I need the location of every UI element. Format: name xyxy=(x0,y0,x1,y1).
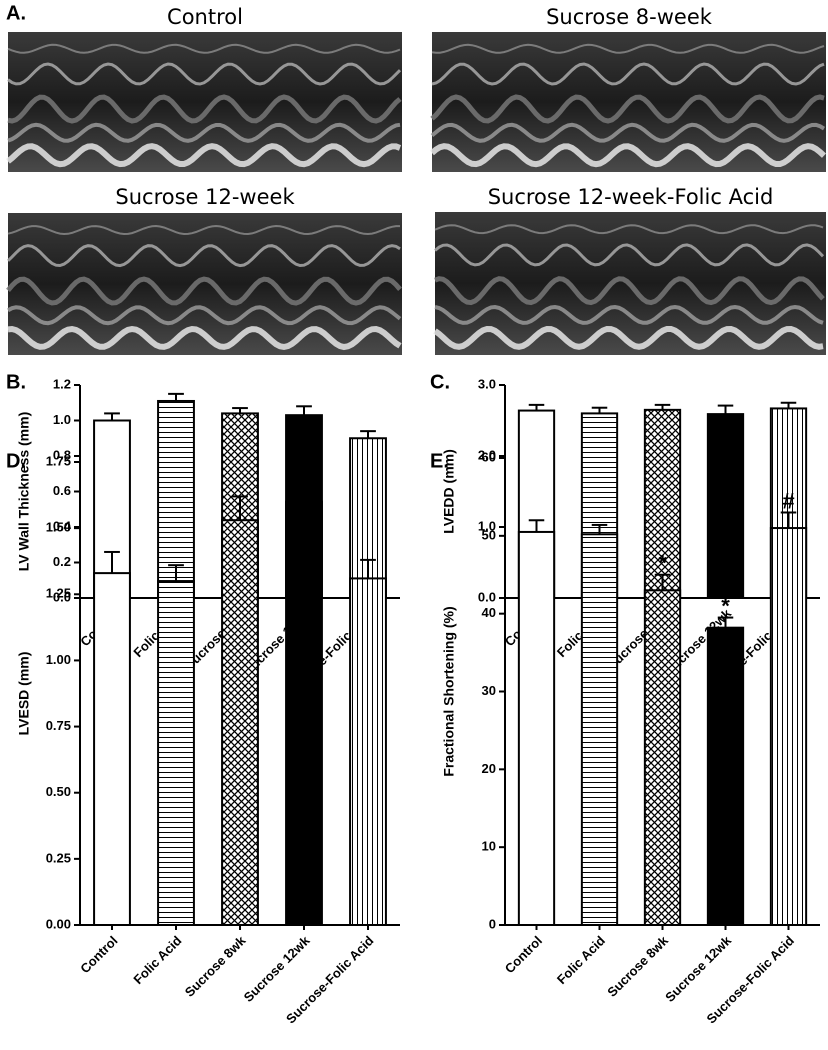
echo-wave xyxy=(434,243,825,267)
echo-wave xyxy=(431,43,825,54)
y-tick-label: 1.2 xyxy=(53,376,71,391)
y-tick-label: 10 xyxy=(482,839,496,854)
y-tick-label: 0.2 xyxy=(53,554,71,569)
x-tick-label: Control xyxy=(77,933,120,976)
echo-wave xyxy=(433,325,824,350)
echo-wave xyxy=(434,224,824,235)
y-tick-label: 20 xyxy=(482,761,496,776)
echo-wave xyxy=(7,325,402,351)
bar xyxy=(349,577,387,926)
y-tick-label: 0.00 xyxy=(46,916,71,931)
echo-wave xyxy=(6,276,402,306)
y-tick-label: 3.0 xyxy=(478,376,496,391)
panel-label: C. xyxy=(430,371,450,393)
echo-wave xyxy=(7,62,402,86)
significance-marker: # xyxy=(782,488,794,513)
panel-label: A. xyxy=(6,2,26,24)
echo-wave xyxy=(6,143,402,168)
echo-wave xyxy=(430,122,826,143)
x-tick-label: Sucrose 8wk xyxy=(182,932,249,999)
echo-wave xyxy=(431,62,825,86)
y-tick-label: 1.25 xyxy=(46,586,71,601)
echo-wave xyxy=(7,122,401,143)
panel-label: E. xyxy=(430,450,449,472)
echo-wave xyxy=(7,305,402,326)
y-tick-label: 0.6 xyxy=(53,483,71,498)
y-tick-label: 50 xyxy=(482,527,496,542)
y-tick-label: 1.0 xyxy=(478,518,496,533)
bar xyxy=(706,413,745,599)
y-tick-label: 1.75 xyxy=(46,453,71,468)
y-tick-label: 0.0 xyxy=(478,589,496,604)
y-axis-title: LVESD (mm) xyxy=(16,652,32,736)
y-tick-label: 0.25 xyxy=(46,850,71,865)
bar xyxy=(706,626,745,927)
y-tick-label: 0.4 xyxy=(53,518,72,533)
y-tick-label: 0 xyxy=(489,916,496,931)
y-tick-label: 2.0 xyxy=(478,447,496,462)
echo-wave xyxy=(7,43,401,54)
significance-marker: * xyxy=(658,551,667,576)
bar xyxy=(643,589,682,926)
bar xyxy=(580,533,619,926)
image-title: Sucrose 12-week-Folic Acid xyxy=(488,185,774,209)
x-tick-label: Folic Acid xyxy=(130,933,184,987)
x-tick-label: Control xyxy=(502,933,545,976)
bar xyxy=(769,527,808,926)
y-tick-label: 1.50 xyxy=(46,520,71,535)
y-tick-label: 0.0 xyxy=(53,589,71,604)
bar xyxy=(221,519,259,926)
echo-wave xyxy=(7,224,400,236)
panel-label: D. xyxy=(6,450,26,472)
x-tick-label: Sucrose 8wk xyxy=(604,932,671,999)
bar xyxy=(285,500,323,926)
echo-wave xyxy=(434,304,824,325)
y-tick-label: 1.0 xyxy=(53,412,71,427)
y-axis-title: LV Wall Thickness (mm) xyxy=(16,412,32,571)
panel-label: B. xyxy=(6,371,26,393)
y-axis-title: LVEDD (mm) xyxy=(441,449,457,534)
y-tick-label: 60 xyxy=(482,449,496,464)
significance-marker: * xyxy=(721,593,730,618)
y-tick-label: 30 xyxy=(482,683,496,698)
echo-wave xyxy=(430,94,825,124)
bar xyxy=(93,572,131,926)
x-tick-label: Folic Acid xyxy=(554,933,608,987)
y-tick-label: 0.8 xyxy=(53,447,71,462)
echo-wave xyxy=(430,143,827,168)
bar xyxy=(157,580,195,926)
echo-wave xyxy=(6,244,401,268)
x-tick-label: Sucrose 12wk xyxy=(662,932,734,1004)
y-axis-title: Fractional Shortening (%) xyxy=(441,606,457,776)
bar xyxy=(643,408,682,599)
image-title: Sucrose 8-week xyxy=(546,5,713,29)
echo-wave xyxy=(434,276,825,306)
bar xyxy=(517,530,556,926)
echo-wave xyxy=(7,94,402,124)
image-title: Control xyxy=(167,5,243,29)
x-tick-label: Sucrose 12wk xyxy=(241,932,313,1004)
y-tick-label: 0.50 xyxy=(46,784,71,799)
y-tick-label: 1.00 xyxy=(46,652,71,667)
y-tick-label: 40 xyxy=(482,605,496,620)
y-tick-label: 0.75 xyxy=(46,718,71,733)
image-title: Sucrose 12-week xyxy=(115,185,295,209)
